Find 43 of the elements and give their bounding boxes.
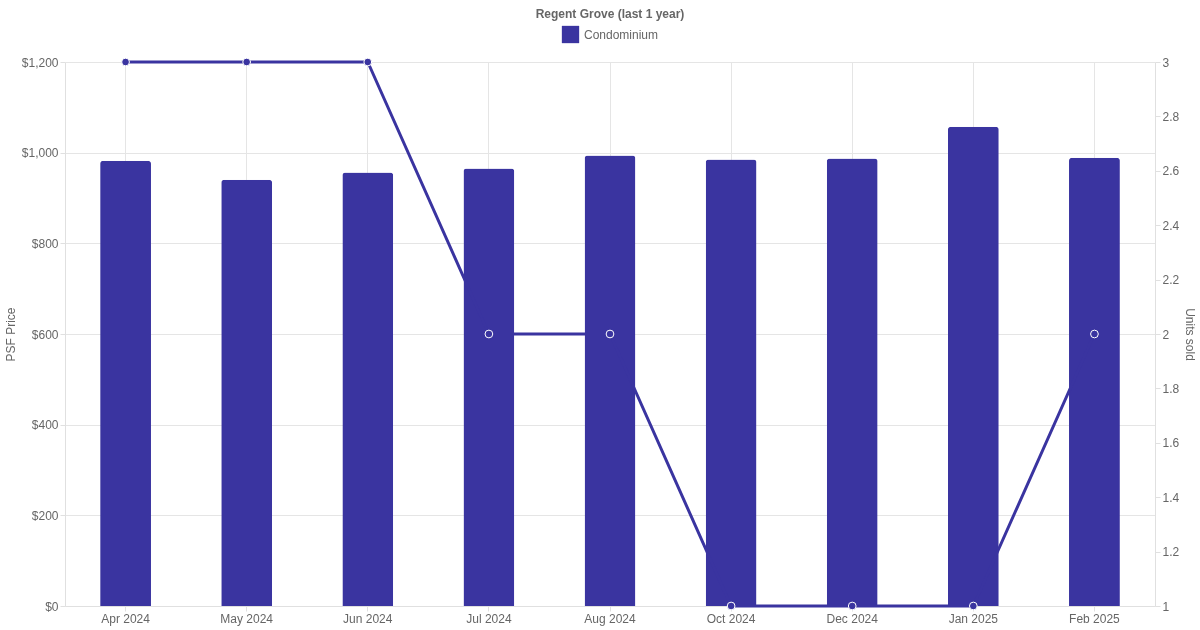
legend-label: Condominium [584,27,659,42]
bar [100,160,151,606]
x-tick-label: Apr 2024 [101,611,151,626]
y2-tick-label: 1.4 [1162,490,1180,505]
point [726,601,736,611]
y2-tick-label: 2.8 [1162,109,1180,124]
x-tick-label: Dec 2024 [826,611,879,626]
chart-title: Regent Grove (last 1 year) [535,7,685,21]
y-tick-label: $400 [31,418,59,433]
point [242,57,252,67]
bar [342,172,394,606]
point [121,57,130,67]
y2-tick-label: 2.2 [1162,273,1180,288]
point [605,329,615,339]
y-tick-label: $1,000 [21,146,59,161]
y2-tick-label: 1.6 [1162,436,1180,451]
x-tick-label: Jan 2025 [948,611,999,626]
point [363,57,373,67]
point [968,601,978,611]
y2-axis-title: Units sold [1183,308,1198,361]
y-tick-label: $800 [31,236,59,251]
x-tick-label: Oct 2024 [706,611,756,626]
y-tick-label: $200 [31,508,59,523]
y2-tick-label: 2.4 [1162,218,1180,233]
y2-tick-label: 1.8 [1162,381,1180,396]
y-tick-label: $1,200 [21,55,59,70]
y-tick-label: $0 [45,599,59,614]
y-tick-label: $600 [31,327,59,342]
y2-tick-label: 2.6 [1162,164,1180,179]
x-tick-label: Jun 2024 [343,611,393,626]
x-tick-label: May 2024 [220,611,274,626]
y2-tick-label: 2 [1162,327,1170,342]
y2-tick-label: 1 [1162,599,1170,614]
y-axis-title: PSF Price [3,307,18,362]
y2-tick-label: 1.2 [1162,545,1180,560]
point [484,329,494,339]
point [1090,329,1099,339]
x-tick-label: Aug 2024 [584,611,637,626]
point [847,601,857,611]
bar [221,179,273,606]
x-tick-label: Jul 2024 [466,611,512,626]
y2-tick-label: 3 [1162,55,1170,70]
x-tick-label: Feb 2025 [1069,611,1121,626]
